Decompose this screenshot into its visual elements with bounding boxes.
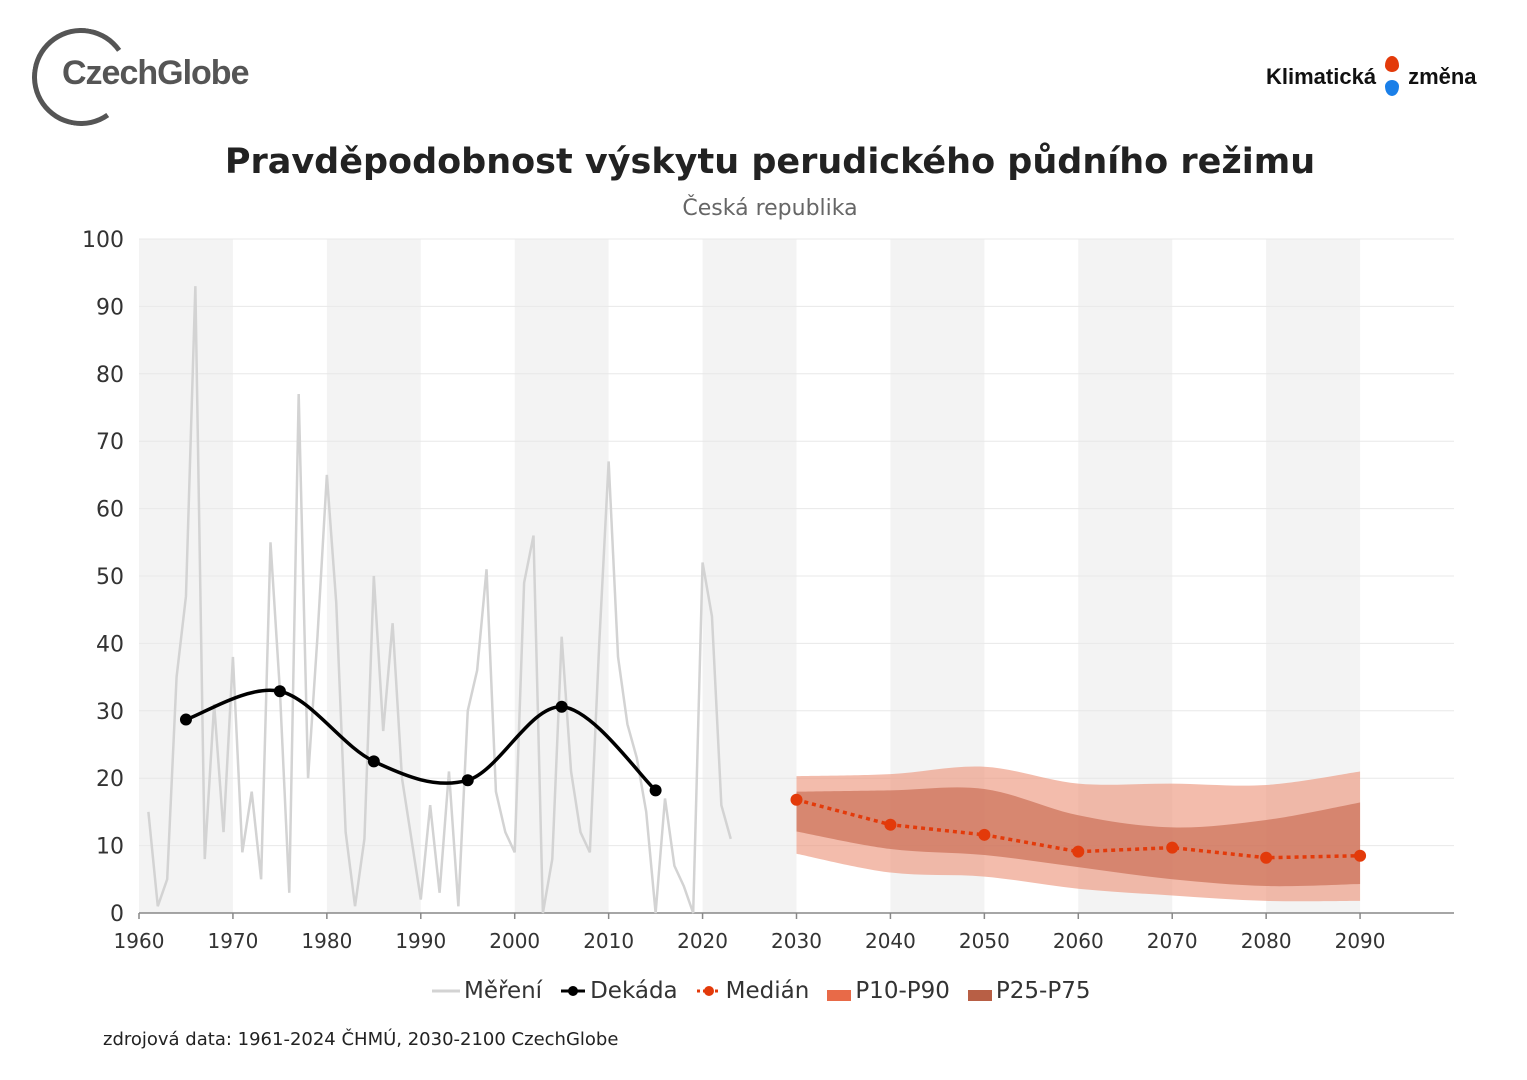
logo-text-1: Klimatická (1266, 64, 1377, 89)
decade-point (367, 755, 380, 768)
decade-point (649, 784, 662, 797)
x-tick-label: 1970 (207, 929, 258, 953)
y-tick-label: 30 (96, 700, 124, 725)
legend-decade-label: Dekáda (590, 978, 678, 1004)
source-note: zdrojová data: 1961-2024 ČHMÚ, 2030-2100… (103, 1029, 619, 1050)
x-tick-label: 1960 (114, 929, 165, 953)
median-point (1072, 845, 1085, 858)
czechglobe-logo-text: CzechGlobe (62, 54, 249, 92)
median-point (978, 828, 991, 841)
legend-item-median: Medián (696, 978, 810, 1004)
y-tick-label: 90 (96, 295, 124, 320)
y-tick-label: 10 (96, 835, 124, 860)
decade-point (555, 700, 568, 713)
y-tick-label: 20 (96, 767, 124, 792)
legend: Měření Dekáda Medián P10-P90 P25-P75 (432, 978, 1108, 1004)
drops-icon (1382, 56, 1402, 98)
median-point (790, 793, 803, 806)
x-tick-label: 2010 (583, 929, 634, 953)
y-tick-label: 40 (96, 632, 124, 657)
y-tick-label: 50 (96, 565, 124, 590)
measured-line (147, 286, 732, 914)
x-tick-label: 2090 (1335, 929, 1386, 953)
legend-p25p75-swatch (967, 989, 992, 1001)
legend-p10p90-swatch (827, 989, 852, 1001)
median-point (884, 818, 897, 831)
legend-decade-swatch (561, 986, 586, 996)
decade-point (273, 685, 286, 698)
median-point (1354, 849, 1367, 862)
legend-item-measured: Měření (432, 978, 542, 1004)
x-tick-label: 2020 (677, 929, 728, 953)
chart-subtitle: Česká republika (682, 196, 858, 221)
y-tick-label: 100 (82, 228, 124, 253)
legend-median-swatch (696, 986, 721, 996)
logo-text-2: změna (1408, 64, 1477, 89)
legend-item-p25p75: P25-P75 (967, 978, 1091, 1004)
legend-item-p10p90: P10-P90 (827, 978, 950, 1004)
chart-title: Pravděpodobnost výskytu perudického půdn… (224, 142, 1316, 182)
x-tick-label: 2040 (865, 929, 916, 953)
y-tick-label: 0 (110, 902, 124, 927)
y-tick-label: 60 (96, 498, 124, 523)
x-tick-label: 2060 (1053, 929, 1104, 953)
median-point (1260, 851, 1273, 864)
klimaticka-zmena-logo: Klimatická změna (1266, 56, 1477, 98)
czechglobe-logo: CzechGlobe (24, 20, 280, 134)
decade-point (461, 774, 474, 787)
legend-p25p75-label: P25-P75 (995, 978, 1091, 1004)
x-tick-label: 2050 (959, 929, 1010, 953)
y-tick-label: 80 (96, 363, 124, 388)
legend-measured-swatch (432, 989, 460, 993)
x-tick-label: 2030 (771, 929, 822, 953)
x-tick-label: 2070 (1147, 929, 1198, 953)
band-p25-p75 (796, 787, 1361, 887)
x-tick-label: 1980 (301, 929, 352, 953)
legend-measured-label: Měření (464, 978, 543, 1004)
median-point (1166, 841, 1179, 854)
legend-item-decade: Dekáda (560, 978, 678, 1004)
y-tick-label: 70 (96, 430, 124, 455)
decade-point (179, 713, 192, 726)
x-tick-label: 2080 (1241, 929, 1292, 953)
legend-median-label: Medián (725, 978, 810, 1004)
x-tick-label: 2000 (489, 929, 540, 953)
x-tick-label: 1990 (395, 929, 446, 953)
legend-p10p90-label: P10-P90 (855, 978, 950, 1004)
